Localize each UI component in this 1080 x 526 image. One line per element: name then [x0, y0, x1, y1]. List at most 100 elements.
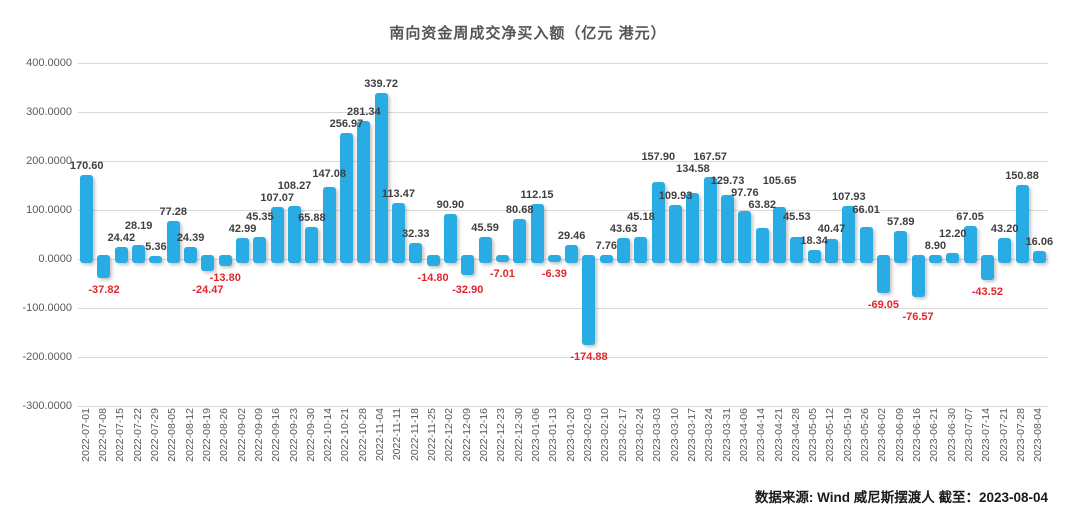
x-axis-label: 2022-10-28	[356, 408, 369, 462]
x-axis-label: 2023-06-16	[911, 408, 924, 462]
bar	[305, 226, 319, 263]
x-axis-label: 2022-07-08	[96, 408, 109, 462]
chart-title: 南向资金周成交净买入额（亿元 港元）	[389, 25, 667, 42]
bar-value-label: 40.47	[817, 223, 846, 235]
x-axis-label: 2023-07-07	[963, 408, 976, 462]
bar-value-label: -69.05	[867, 298, 900, 311]
bar	[963, 226, 977, 263]
bar	[374, 92, 388, 263]
bar	[426, 255, 440, 267]
x-axis-label: 2023-02-10	[599, 408, 612, 462]
bar	[565, 244, 579, 263]
bar-value-label: 12.20	[938, 227, 967, 240]
bar	[530, 204, 544, 263]
bar-value-label: 67.05	[956, 210, 984, 223]
x-axis-label: 2023-01-20	[564, 408, 577, 462]
x-axis-label: 2022-08-26	[218, 408, 231, 462]
bar-value-label: 45.35	[246, 210, 274, 223]
bar	[599, 255, 613, 263]
bar	[980, 255, 994, 281]
bar	[357, 121, 371, 263]
bar	[911, 255, 925, 297]
x-axis-label: 2022-09-23	[287, 408, 300, 462]
gridline	[78, 112, 1048, 113]
x-axis-label: 2023-03-17	[685, 408, 698, 462]
x-axis-label: 2023-07-14	[980, 408, 993, 462]
x-axis-label: 2023-04-14	[755, 408, 768, 462]
bar-value-label: 45.53	[783, 211, 811, 223]
x-axis-label: 2023-02-17	[616, 408, 629, 462]
bar-value-label: 7.76	[595, 240, 618, 253]
y-axis-label: -100.0000	[22, 302, 72, 314]
x-axis-label: 2023-06-21	[928, 408, 941, 462]
x-axis-label: 2023-08-04	[1032, 408, 1045, 462]
bar-value-label: 16.06	[1025, 236, 1054, 249]
bar-value-label: 256.97	[329, 118, 364, 131]
bar	[1032, 251, 1046, 263]
x-axis-label: 2023-04-06	[737, 408, 750, 462]
x-axis-label: 2022-10-14	[322, 408, 335, 462]
bar-value-label: 66.01	[852, 203, 880, 216]
x-axis-label: 2022-08-05	[166, 408, 179, 462]
x-axis-label: 2022-09-02	[235, 408, 248, 462]
x-axis-label: 2023-03-03	[651, 408, 664, 462]
x-axis-label: 2022-12-16	[478, 408, 491, 462]
bar-value-label: 65.88	[298, 211, 326, 224]
x-axis-label: 2022-11-25	[426, 408, 439, 461]
bar-value-label: 113.47	[381, 188, 415, 201]
bar-value-label: 24.39	[176, 232, 205, 245]
bar	[391, 203, 405, 263]
x-axis-label: 2022-08-19	[200, 408, 213, 462]
bar	[651, 181, 665, 263]
x-axis-label: 2022-09-30	[304, 408, 317, 462]
bar-value-label: 43.20	[990, 222, 1019, 235]
x-axis-label: 2022-12-23	[495, 408, 508, 462]
bar	[443, 214, 457, 263]
x-axis-label: 2023-07-28	[1015, 408, 1028, 462]
bar-value-label: 97.76	[731, 187, 759, 199]
gridline	[78, 406, 1048, 407]
x-axis-label: 2022-07-15	[114, 408, 127, 462]
bar	[339, 133, 353, 263]
bar	[876, 255, 890, 293]
y-axis-label: -200.0000	[22, 351, 72, 363]
bar	[201, 255, 215, 271]
bar	[824, 239, 838, 263]
x-axis-label: 2023-06-30	[945, 408, 958, 462]
bar-value-label: 42.99	[228, 222, 257, 235]
bar	[114, 247, 128, 263]
gridline	[78, 210, 1048, 211]
bar	[1015, 185, 1029, 263]
bar-value-label: 134.58	[676, 163, 710, 175]
bar-value-label: 147.08	[312, 167, 346, 180]
bar-value-label: 108.27	[277, 179, 312, 192]
bar	[773, 207, 787, 263]
y-axis-label: 100.0000	[26, 204, 72, 216]
bar-value-label: 29.46	[557, 229, 586, 242]
bar	[80, 175, 94, 263]
gridline	[78, 357, 1048, 358]
bar-value-label: 77.28	[159, 206, 188, 219]
bar	[218, 255, 232, 266]
bar	[478, 236, 492, 263]
x-axis-label: 2022-12-02	[443, 408, 456, 462]
gridline	[78, 259, 1048, 260]
x-axis-label: 2022-11-04	[374, 408, 387, 461]
bar-value-label: 32.33	[402, 228, 430, 241]
x-axis-label: 2022-07-29	[148, 408, 161, 462]
x-axis-label: 2023-03-24	[703, 408, 716, 462]
bar-value-label: 107.93	[831, 191, 866, 204]
x-axis-label: 2023-02-03	[581, 408, 594, 462]
x-axis-label: 2023-05-12	[824, 408, 837, 462]
source-note: 数据来源: Wind 威尼斯摆渡人 截至：2023-08-04	[754, 490, 1048, 505]
bar-value-label: 24.42	[107, 232, 136, 245]
x-axis-label: 2023-03-31	[720, 408, 733, 462]
bar-value-label: 8.90	[924, 239, 947, 252]
x-axis-label: 2023-01-13	[547, 408, 560, 462]
bar	[149, 256, 163, 263]
bar-value-label: 129.73	[710, 175, 745, 187]
bar-value-label: 112.15	[520, 189, 554, 202]
x-axis-label: 2023-04-21	[772, 408, 785, 462]
bar	[946, 253, 960, 263]
